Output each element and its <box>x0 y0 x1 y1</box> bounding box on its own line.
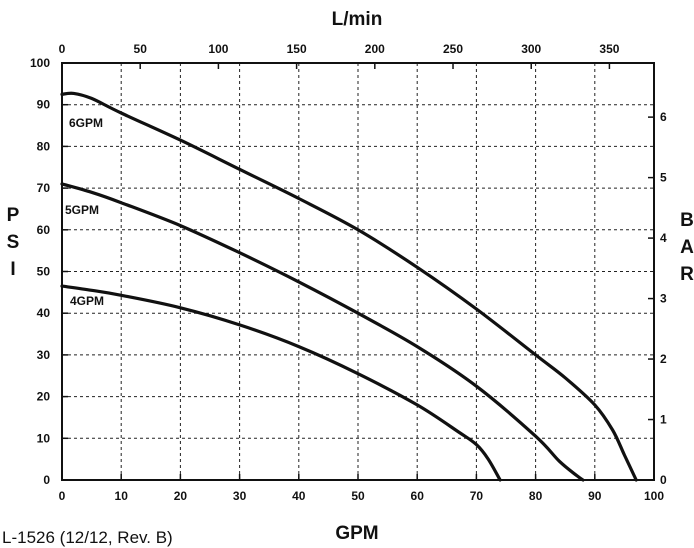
x2-tick-label: 200 <box>365 42 385 56</box>
y2-tick-label: 6 <box>660 110 667 124</box>
x-axis-title: GPM <box>335 523 378 544</box>
y2-axis-title-letter-1: B <box>680 210 694 231</box>
y-tick-label: 90 <box>37 98 51 112</box>
x2-tick-label: 250 <box>443 42 463 56</box>
y2-tick-label: 2 <box>660 352 667 366</box>
x2-tick-label: 150 <box>287 42 307 56</box>
tick-labels: 0 10 20 30 40 50 60 70 80 90 100010203040506070809… <box>30 42 667 503</box>
y2-tick-label: 0 <box>660 473 667 487</box>
document-code-footnote: L-1526 (12/12, Rev. B) <box>2 528 173 547</box>
x-tick-label: 100 <box>644 489 664 503</box>
series-label-4gpm: 4GPM <box>70 294 104 308</box>
y2-tick-label: 5 <box>660 171 667 185</box>
y-tick-label: 30 <box>37 348 51 362</box>
x2-tick-label: 50 <box>134 42 148 56</box>
series-label-6gpm: 6GPM <box>69 116 103 130</box>
x-tick-label: 20 <box>174 489 188 503</box>
series-line-6gpm <box>60 91 638 482</box>
y2-axis-title-letter-2: A <box>680 237 694 258</box>
y2-axis-title-letter-3: R <box>680 264 694 285</box>
x2-tick-label: 350 <box>599 42 619 56</box>
series-label-5gpm: 5GPM <box>65 203 99 217</box>
y-tick-label: 80 <box>37 139 51 153</box>
y-tick-label: 40 <box>37 306 51 320</box>
series-line-4gpm <box>60 284 502 482</box>
axis-ticks <box>61 62 655 481</box>
x-tick-label: 60 <box>411 489 425 503</box>
x-tick-label: 90 <box>588 489 602 503</box>
series-line-5gpm <box>60 182 585 482</box>
y-tick-label: 10 <box>37 431 51 445</box>
y-axis-title-letter-3: I <box>10 259 15 280</box>
y2-tick-label: 4 <box>660 231 667 245</box>
y-tick-label: 0 <box>43 473 50 487</box>
y-tick-label: 20 <box>37 390 51 404</box>
x-tick-label: 0 <box>59 489 66 503</box>
x-tick-label: 80 <box>529 489 543 503</box>
x-tick-label: 50 <box>351 489 365 503</box>
x-tick-label: 30 <box>233 489 247 503</box>
y2-tick-label: 3 <box>660 292 667 306</box>
y-axis-title-letter-2: S <box>7 232 20 253</box>
y-tick-label: 70 <box>37 181 51 195</box>
y-tick-label: 100 <box>30 56 50 70</box>
y-tick-label: 50 <box>37 265 51 279</box>
x-tick-label: 10 <box>115 489 129 503</box>
x2-tick-label: 300 <box>521 42 541 56</box>
x-tick-label: 40 <box>292 489 306 503</box>
x2-tick-label: 100 <box>208 42 228 56</box>
y-axis-title-letter-1: P <box>7 205 20 226</box>
x-tick-label: 70 <box>470 489 484 503</box>
y2-tick-label: 1 <box>660 413 667 427</box>
series-lines <box>60 91 638 482</box>
x2-tick-label: 0 <box>59 42 66 56</box>
y-tick-label: 60 <box>37 223 51 237</box>
x2-axis-title: L/min <box>332 9 383 30</box>
